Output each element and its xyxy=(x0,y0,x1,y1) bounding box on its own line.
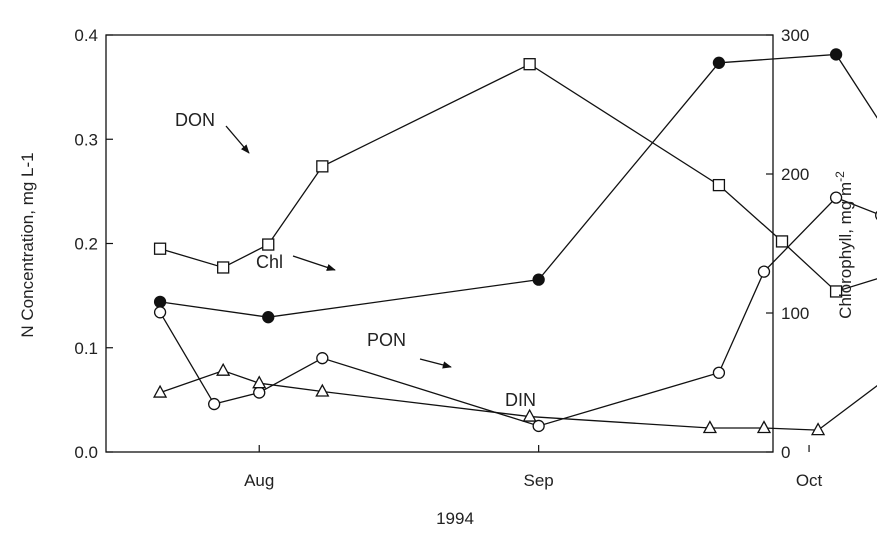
data-point-pon xyxy=(208,397,221,411)
data-point-chl xyxy=(829,48,843,61)
y-right-tick-label: 300 xyxy=(781,26,809,45)
annotation-label-din: DIN xyxy=(505,390,536,410)
y-left-tick-label: 0.1 xyxy=(74,339,98,358)
y-right-tick-label: 0 xyxy=(781,443,790,462)
data-point-don xyxy=(262,238,275,251)
data-point-pon xyxy=(757,265,771,278)
data-point-don xyxy=(712,178,726,192)
y-left-tick-label: 0.0 xyxy=(74,443,98,462)
annotation-arrow-pon xyxy=(419,358,452,369)
data-point-din xyxy=(216,362,231,376)
series-line-pon xyxy=(159,196,877,427)
data-point-don xyxy=(523,58,536,71)
annotation-label-don: DON xyxy=(175,110,215,130)
series-line-chl xyxy=(159,53,877,318)
series-line-don xyxy=(159,63,877,293)
data-point-din xyxy=(315,383,330,397)
data-point-din xyxy=(756,420,772,434)
y-left-tick-label: 0.3 xyxy=(74,130,98,149)
data-point-pon xyxy=(829,191,843,204)
annotation-label-pon: PON xyxy=(367,330,406,350)
annotation-arrow-chl xyxy=(292,255,336,271)
data-point-don xyxy=(829,285,843,298)
y-left-tick-label: 0.2 xyxy=(74,235,98,254)
data-point-pon xyxy=(712,366,726,379)
data-point-pon xyxy=(316,352,329,365)
y-right-tick-label: 100 xyxy=(781,304,809,323)
data-point-din xyxy=(152,384,168,398)
data-point-din xyxy=(252,375,267,389)
annotation-label-chl: Chl xyxy=(256,252,283,272)
data-point-pon xyxy=(253,386,266,399)
data-point-chl xyxy=(712,56,726,69)
y-right-tick-label: 200 xyxy=(781,165,809,184)
y-left-axis-title: N Concentration, mg L-1 xyxy=(18,152,37,337)
y-right-axis-title-main: Chlorophyll, mg m xyxy=(836,182,855,319)
data-point-don xyxy=(316,160,329,173)
data-point-don xyxy=(775,235,789,248)
annotation-arrow-don xyxy=(225,125,250,154)
x-tick-label: Oct xyxy=(796,471,823,490)
data-point-chl xyxy=(262,311,275,324)
x-tick-label: Sep xyxy=(524,471,554,490)
data-point-don xyxy=(153,242,167,255)
data-point-chl xyxy=(532,273,545,286)
y-right-axis-title-sup: -2 xyxy=(833,171,847,182)
series-line-din xyxy=(159,369,877,431)
x-axis-title: 1994 xyxy=(436,509,474,528)
data-point-din xyxy=(522,408,537,422)
data-point-din xyxy=(810,422,826,436)
y-right-axis-title: Chlorophyll, mg m-2 xyxy=(833,171,855,319)
data-point-don xyxy=(217,261,230,274)
data-point-pon xyxy=(532,419,545,433)
x-tick-label: Aug xyxy=(244,471,274,490)
data-point-pon xyxy=(153,306,167,319)
data-point-din xyxy=(702,420,718,434)
y-left-tick-label: 0.4 xyxy=(74,26,98,45)
data-point-chl xyxy=(153,295,167,309)
